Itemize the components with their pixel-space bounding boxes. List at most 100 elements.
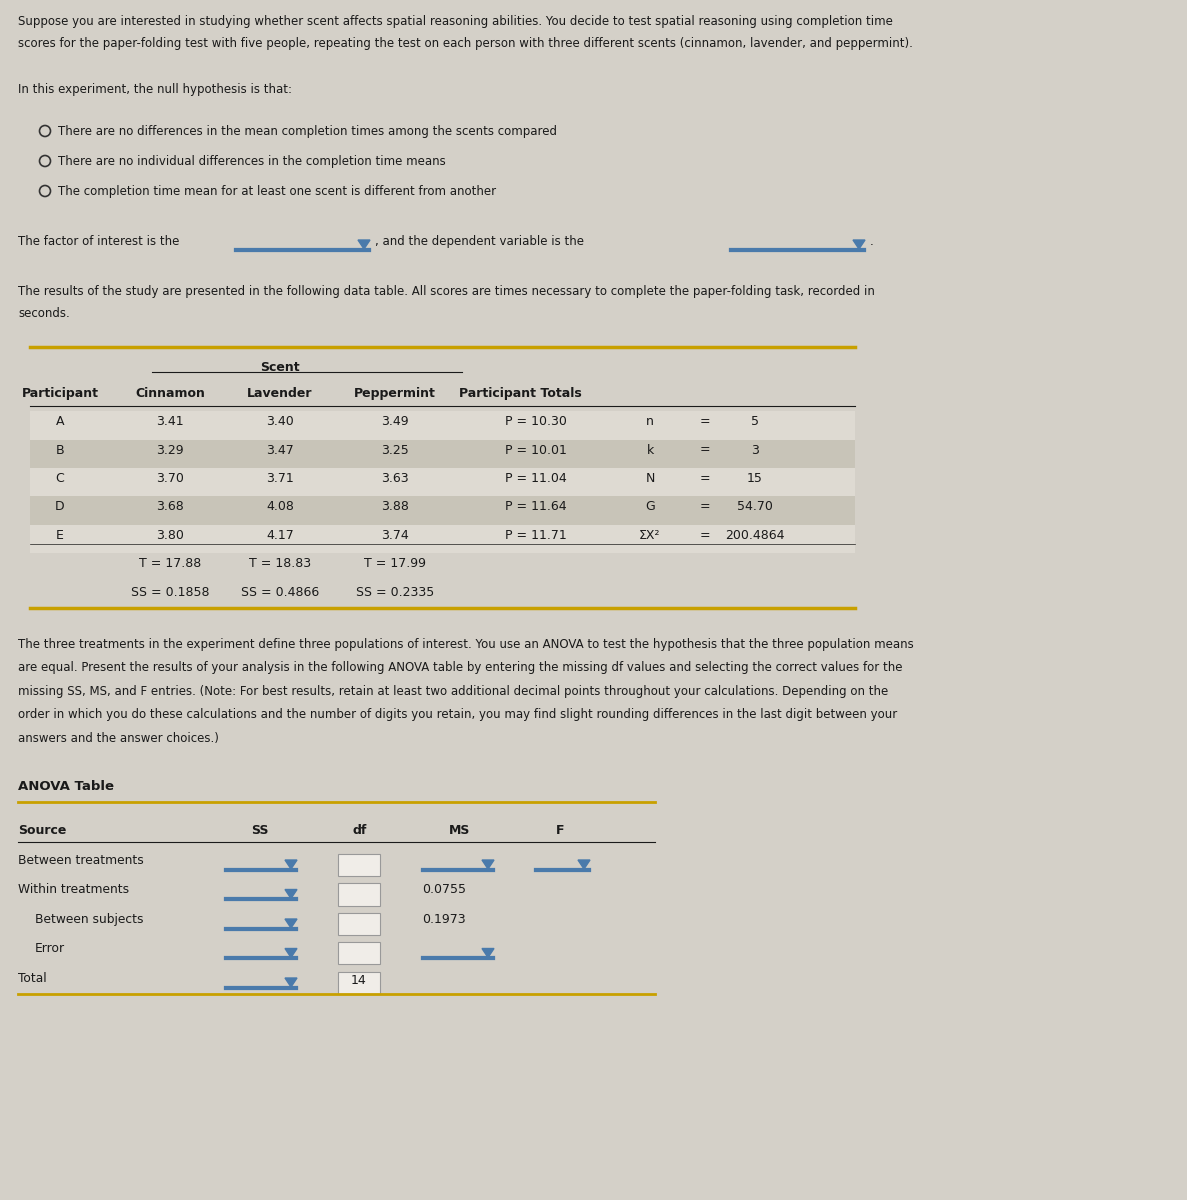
- FancyBboxPatch shape: [30, 439, 855, 468]
- Text: SS: SS: [252, 824, 268, 838]
- Text: seconds.: seconds.: [18, 307, 70, 320]
- Text: 3.49: 3.49: [381, 415, 408, 428]
- Text: 3.74: 3.74: [381, 529, 408, 542]
- Text: T = 18.83: T = 18.83: [249, 558, 311, 570]
- Text: ANOVA Table: ANOVA Table: [18, 780, 114, 793]
- Text: P = 10.01: P = 10.01: [504, 444, 567, 456]
- FancyBboxPatch shape: [338, 972, 380, 994]
- Text: E: E: [56, 529, 64, 542]
- Text: , and the dependent variable is the: , and the dependent variable is the: [375, 235, 584, 248]
- Text: scores for the paper-folding test with five people, repeating the test on each p: scores for the paper-folding test with f…: [18, 37, 913, 50]
- Polygon shape: [285, 978, 297, 986]
- Polygon shape: [853, 240, 865, 248]
- Text: 3.41: 3.41: [157, 415, 184, 428]
- Text: 3.68: 3.68: [157, 500, 184, 514]
- Text: Between subjects: Between subjects: [34, 913, 144, 926]
- Polygon shape: [482, 948, 494, 958]
- Text: 3.71: 3.71: [266, 472, 294, 485]
- Text: 3: 3: [751, 444, 758, 456]
- Text: B: B: [56, 444, 64, 456]
- Text: Error: Error: [34, 942, 65, 955]
- Text: SS = 0.1858: SS = 0.1858: [131, 586, 209, 599]
- Text: 3.80: 3.80: [155, 529, 184, 542]
- Polygon shape: [578, 860, 590, 869]
- Text: answers and the answer choices.): answers and the answer choices.): [18, 732, 218, 745]
- Text: =: =: [699, 500, 710, 514]
- Text: 3.47: 3.47: [266, 444, 294, 456]
- Text: T = 17.99: T = 17.99: [364, 558, 426, 570]
- Text: Total: Total: [18, 972, 46, 985]
- Text: Cinnamon: Cinnamon: [135, 386, 205, 400]
- Text: SS = 0.2335: SS = 0.2335: [356, 586, 434, 599]
- Text: 4.17: 4.17: [266, 529, 294, 542]
- Text: =: =: [699, 444, 710, 456]
- Text: T = 17.88: T = 17.88: [139, 558, 201, 570]
- FancyBboxPatch shape: [30, 524, 855, 553]
- Text: MS: MS: [450, 824, 471, 838]
- Text: Peppermint: Peppermint: [354, 386, 436, 400]
- Text: k: k: [647, 444, 654, 456]
- Text: Source: Source: [18, 824, 66, 838]
- Text: N: N: [646, 472, 655, 485]
- Text: Participant Totals: Participant Totals: [458, 386, 582, 400]
- FancyBboxPatch shape: [338, 883, 380, 906]
- Text: P = 11.64: P = 11.64: [504, 500, 566, 514]
- Polygon shape: [285, 860, 297, 869]
- Text: There are no differences in the mean completion times among the scents compared: There are no differences in the mean com…: [58, 125, 557, 138]
- Polygon shape: [285, 919, 297, 928]
- Text: 200.4864: 200.4864: [725, 529, 785, 542]
- Text: are equal. Present the results of your analysis in the following ANOVA table by : are equal. Present the results of your a…: [18, 661, 902, 674]
- Text: P = 10.30: P = 10.30: [504, 415, 567, 428]
- FancyBboxPatch shape: [338, 854, 380, 876]
- Text: A: A: [56, 415, 64, 428]
- Polygon shape: [358, 240, 370, 248]
- Text: F: F: [556, 824, 564, 838]
- Text: Participant: Participant: [21, 386, 99, 400]
- Text: D: D: [55, 500, 65, 514]
- FancyBboxPatch shape: [30, 410, 855, 439]
- Text: Between treatments: Between treatments: [18, 854, 144, 866]
- Text: 3.88: 3.88: [381, 500, 410, 514]
- Text: 4.08: 4.08: [266, 500, 294, 514]
- Text: 14: 14: [351, 974, 367, 986]
- Text: Suppose you are interested in studying whether scent affects spatial reasoning a: Suppose you are interested in studying w…: [18, 14, 893, 28]
- Text: 3.40: 3.40: [266, 415, 294, 428]
- Text: 3.25: 3.25: [381, 444, 408, 456]
- FancyBboxPatch shape: [338, 942, 380, 965]
- FancyBboxPatch shape: [30, 497, 855, 524]
- Polygon shape: [482, 860, 494, 869]
- Text: SS = 0.4866: SS = 0.4866: [241, 586, 319, 599]
- Text: 0.1973: 0.1973: [423, 913, 465, 926]
- Text: The three treatments in the experiment define three populations of interest. You: The three treatments in the experiment d…: [18, 638, 914, 650]
- Text: =: =: [699, 472, 710, 485]
- Text: 3.63: 3.63: [381, 472, 408, 485]
- Text: .: .: [870, 235, 874, 248]
- Text: =: =: [699, 415, 710, 428]
- Text: 5: 5: [751, 415, 758, 428]
- Text: 3.70: 3.70: [155, 472, 184, 485]
- Text: There are no individual differences in the completion time means: There are no individual differences in t…: [58, 155, 446, 168]
- Text: 54.70: 54.70: [737, 500, 773, 514]
- Text: C: C: [56, 472, 64, 485]
- Text: P = 11.04: P = 11.04: [504, 472, 566, 485]
- FancyBboxPatch shape: [338, 913, 380, 935]
- Text: Lavender: Lavender: [247, 386, 312, 400]
- Text: =: =: [699, 529, 710, 542]
- Text: Scent: Scent: [260, 361, 300, 374]
- Text: 3.29: 3.29: [157, 444, 184, 456]
- Text: 0.0755: 0.0755: [423, 883, 466, 896]
- Text: df: df: [353, 824, 367, 838]
- FancyBboxPatch shape: [30, 468, 855, 497]
- Text: P = 11.71: P = 11.71: [504, 529, 566, 542]
- Text: G: G: [645, 500, 655, 514]
- Text: Within treatments: Within treatments: [18, 883, 129, 896]
- Text: The factor of interest is the: The factor of interest is the: [18, 235, 179, 248]
- Text: n: n: [646, 415, 654, 428]
- Text: missing SS, MS, and F entries. (Note: For best results, retain at least two addi: missing SS, MS, and F entries. (Note: Fo…: [18, 685, 888, 698]
- Text: 15: 15: [747, 472, 763, 485]
- Text: ΣX²: ΣX²: [640, 529, 661, 542]
- Polygon shape: [285, 889, 297, 899]
- Text: order in which you do these calculations and the number of digits you retain, yo: order in which you do these calculations…: [18, 708, 897, 721]
- Text: The completion time mean for at least one scent is different from another: The completion time mean for at least on…: [58, 185, 496, 198]
- Text: In this experiment, the null hypothesis is that:: In this experiment, the null hypothesis …: [18, 83, 292, 96]
